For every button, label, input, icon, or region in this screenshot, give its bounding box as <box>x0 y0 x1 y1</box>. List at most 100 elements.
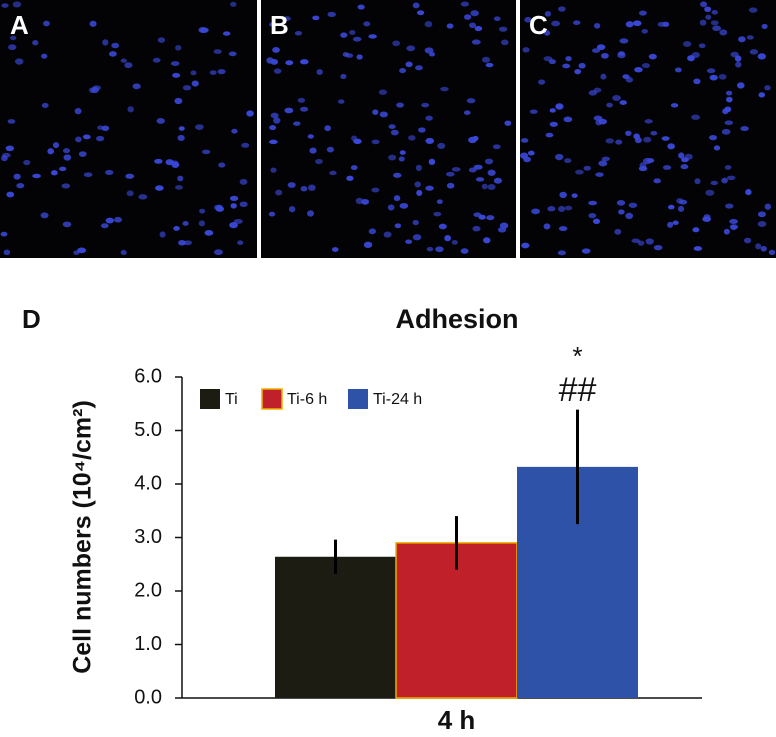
nucleus <box>472 225 481 232</box>
nucleus <box>614 228 622 235</box>
nucleus <box>415 164 422 172</box>
nucleus <box>483 237 491 244</box>
nucleus <box>127 106 134 113</box>
nucleus <box>531 208 540 215</box>
nucleus <box>171 161 180 169</box>
nucleus <box>705 189 715 196</box>
nucleus <box>617 52 626 59</box>
nucleus <box>108 51 117 57</box>
nucleus <box>725 90 733 96</box>
nucleus <box>379 111 388 118</box>
nucleus <box>125 173 135 179</box>
nucleus <box>475 177 485 182</box>
nucleus <box>233 218 243 224</box>
nucleus <box>522 47 530 53</box>
nucleus <box>562 63 571 69</box>
nucleus <box>469 22 477 29</box>
nucleus <box>738 36 746 43</box>
nucleus <box>524 16 532 23</box>
nucleus <box>493 177 503 184</box>
nucleus <box>564 158 572 164</box>
nucleus <box>138 194 148 200</box>
nucleus <box>59 166 67 172</box>
nucleus <box>520 138 529 143</box>
nucleus <box>588 200 598 206</box>
nucleus <box>396 102 404 108</box>
nucleus <box>363 21 371 27</box>
nucleus <box>470 10 479 17</box>
nucleus <box>558 226 568 232</box>
nucleus <box>350 165 358 171</box>
nucleus <box>230 203 237 209</box>
nucleus <box>730 51 739 58</box>
nucleus <box>600 73 607 80</box>
nucleus <box>383 231 392 238</box>
nucleus <box>388 124 396 129</box>
nucleus <box>327 11 336 18</box>
nucleus <box>549 121 558 127</box>
nucleus <box>693 78 701 85</box>
annotation: * <box>572 341 582 371</box>
nucleus <box>725 203 734 209</box>
nucleus <box>468 167 477 173</box>
nucleus <box>198 220 206 227</box>
nucleus <box>371 187 380 193</box>
nucleus <box>492 144 501 150</box>
nucleus <box>337 99 345 104</box>
nucleus <box>527 150 535 156</box>
nucleus <box>393 172 402 178</box>
nucleus <box>746 35 754 40</box>
nucleus <box>451 240 458 245</box>
nucleus <box>644 119 653 124</box>
nucleus <box>680 164 689 170</box>
nucleus <box>218 162 226 168</box>
nucleus <box>195 124 204 130</box>
nucleus <box>82 134 91 140</box>
nucleus <box>297 97 306 103</box>
nucleus <box>228 51 237 57</box>
nucleus <box>648 53 657 60</box>
nucleus <box>412 2 420 9</box>
nucleus <box>268 139 278 145</box>
nucleus <box>345 53 354 58</box>
micrograph <box>0 0 257 258</box>
nucleus <box>216 204 223 211</box>
nucleus <box>415 65 423 71</box>
nucleus <box>573 20 581 25</box>
nucleus <box>414 181 421 188</box>
nucleus <box>421 102 430 108</box>
nucleus <box>544 30 551 36</box>
nucleus <box>487 183 496 191</box>
nucleus <box>331 247 339 253</box>
legend-label: Ti <box>225 391 238 408</box>
nucleus <box>703 214 711 220</box>
nucleus <box>7 119 16 124</box>
nucleus <box>340 73 347 80</box>
nucleus <box>578 62 586 69</box>
nucleus <box>283 16 291 21</box>
nucleus <box>641 63 651 69</box>
y-tick-label: 1.0 <box>134 633 162 655</box>
nucleus <box>41 53 48 59</box>
nucleus <box>583 165 591 171</box>
nucleus <box>89 20 97 27</box>
nucleus <box>693 246 703 251</box>
nucleus <box>757 211 766 218</box>
legend-label: Ti-24 h <box>373 391 422 408</box>
nucleus <box>353 138 362 145</box>
nucleus <box>487 169 496 176</box>
nucleus <box>78 151 87 157</box>
nucleus <box>718 73 727 80</box>
nucleus <box>711 9 718 15</box>
nucleus <box>719 29 728 36</box>
nucleus <box>547 206 556 212</box>
nucleus <box>213 49 222 54</box>
nucleus <box>62 221 72 228</box>
nucleus <box>316 69 323 76</box>
nucleus <box>625 21 634 28</box>
nucleus <box>667 221 674 228</box>
nucleus <box>175 44 182 51</box>
nucleus <box>638 166 648 172</box>
nucleus <box>575 169 584 175</box>
panel-label: A <box>10 10 29 40</box>
